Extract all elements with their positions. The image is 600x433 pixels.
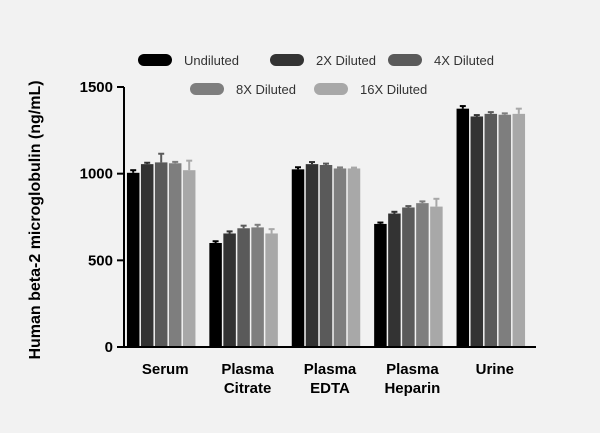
bar [291, 169, 305, 347]
legend-swatch [388, 54, 422, 66]
bar [470, 116, 484, 347]
bar [456, 108, 470, 348]
legend-label: Undiluted [184, 53, 239, 68]
legend-swatch [270, 54, 304, 66]
bar [140, 164, 154, 347]
x-category-label: Urine [476, 361, 514, 378]
bar [182, 170, 196, 347]
x-category-label: Plasma Heparin [384, 361, 440, 397]
bar [512, 113, 526, 347]
bar [347, 168, 361, 347]
legend-label: 16X Diluted [360, 82, 427, 97]
y-tick-label: 1500 [80, 79, 113, 96]
legend: Undiluted 2X Diluted 4X Diluted 8X Diluted 1… [138, 53, 494, 97]
bar [154, 162, 168, 347]
x-category-label: Plasma Citrate [221, 361, 274, 397]
legend-label: 8X Diluted [236, 82, 296, 97]
y-axis-label: Human beta-2 microglobulin (ng/mL) [27, 80, 44, 359]
y-ticks: 0 500 1000 1500 [80, 79, 124, 356]
bar [223, 233, 236, 347]
bar [402, 207, 415, 347]
bar [430, 206, 443, 347]
bar [209, 243, 222, 347]
bar [237, 228, 250, 347]
legend-swatch [190, 83, 224, 95]
bar [498, 114, 512, 347]
legend-label: 2X Diluted [316, 53, 376, 68]
bar [484, 113, 498, 347]
bars [126, 105, 526, 348]
bar [319, 165, 333, 347]
x-categories: Serum Plasma Citrate Plasma EDTA Plasma Hepari… [142, 361, 514, 397]
bar [265, 233, 278, 347]
bar [388, 213, 401, 347]
bar [374, 223, 387, 347]
bar [305, 164, 319, 347]
x-category-label: Serum [142, 361, 189, 378]
axes [123, 87, 536, 348]
legend-swatch [314, 83, 348, 95]
x-category-label: Plasma EDTA [304, 361, 357, 397]
bar [416, 203, 429, 347]
y-tick-label: 500 [88, 252, 113, 269]
bar [333, 168, 347, 347]
y-tick-label: 1000 [80, 166, 113, 183]
legend-swatch [138, 54, 172, 66]
legend-label: 4X Diluted [434, 53, 494, 68]
y-tick-label: 0 [105, 339, 113, 356]
bar [251, 227, 264, 347]
bar [168, 163, 182, 347]
bar [126, 172, 140, 347]
